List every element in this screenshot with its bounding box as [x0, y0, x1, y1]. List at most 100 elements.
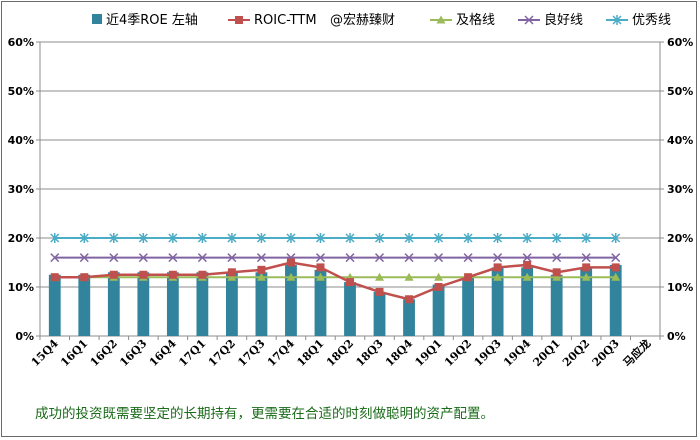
roic-point: [375, 287, 384, 296]
roe-bar: [166, 272, 179, 336]
excellent-point: [227, 233, 237, 243]
excellent-point: [79, 233, 89, 243]
y-tick-label-left: 40%: [8, 134, 34, 147]
roic-point: [434, 283, 443, 291]
watermark-label: @宏赫臻财: [330, 13, 395, 28]
x-tick-label: 20Q2: [560, 337, 592, 369]
good-point: [315, 253, 326, 263]
good-point: [522, 253, 532, 263]
y-tick-label-left: 60%: [8, 36, 34, 49]
caption-text: 成功的投资既需要坚定的长期持有，更需要在合适的时刻做聪明的资产配置。: [35, 406, 494, 422]
roe-bar: [196, 272, 209, 336]
good-point: [463, 253, 473, 263]
x-tick-label: 17Q3: [235, 337, 267, 369]
roic-point: [139, 270, 148, 279]
excellent-point: [493, 233, 503, 243]
roic-point: [168, 270, 177, 279]
excellent-point: [109, 233, 119, 243]
good-point: [611, 253, 621, 263]
x-tick-label: 16Q3: [117, 337, 149, 369]
author-label: 马应龙: [620, 336, 653, 369]
y-tick-label-left: 50%: [8, 85, 34, 98]
x-tick-label: 20Q3: [590, 337, 622, 369]
roic-line: [54, 261, 616, 301]
good-point: [374, 253, 385, 263]
roe-bar: [78, 274, 91, 336]
good-point: [345, 253, 355, 263]
legend-marker: [524, 15, 534, 25]
x-tick-label: 19Q4: [501, 337, 533, 369]
good-point: [168, 253, 178, 263]
pass-point: [286, 272, 296, 281]
pass-point: [256, 272, 266, 281]
y-tick-label-right: 0%: [667, 330, 686, 343]
roic-point: [464, 273, 473, 282]
excellent-point: [581, 233, 591, 243]
roe-bar: [373, 291, 386, 336]
x-tick-label: 17Q4: [265, 337, 297, 369]
excellent-point: [138, 233, 148, 243]
roe-bar: [314, 269, 327, 336]
excellent-point: [404, 233, 414, 243]
roic-point: [611, 263, 620, 272]
x-tick-label: 20Q1: [531, 337, 563, 369]
y-tick-label-left: 10%: [8, 281, 34, 294]
roic-point: [109, 270, 118, 279]
roe-bar: [521, 267, 534, 336]
x-tick-label: 19Q1: [412, 337, 444, 369]
excellent-point: [463, 233, 473, 243]
y-tick-label-left: 30%: [8, 183, 34, 196]
x-tick-label: 19Q2: [442, 337, 474, 369]
roic-point: [257, 265, 266, 274]
pass-point: [522, 272, 532, 281]
roic-point: [227, 268, 236, 277]
legend-label: 近4季ROE 左轴: [106, 13, 198, 28]
good-point: [79, 253, 89, 263]
roic-point: [582, 263, 591, 272]
good-point: [227, 253, 237, 263]
x-tick-label: 16Q2: [88, 337, 120, 369]
excellent-point: [315, 233, 326, 243]
x-tick-label: 16Q4: [147, 337, 179, 369]
x-tick-label: 18Q1: [294, 337, 326, 369]
roic-point: [523, 260, 532, 269]
roic-point: [198, 270, 207, 279]
roe-bar: [226, 272, 238, 336]
good-point: [581, 253, 591, 263]
pass-point: [611, 272, 621, 281]
good-point: [109, 253, 119, 263]
y-tick-label-right: 60%: [667, 36, 693, 49]
roic-point: [552, 268, 561, 277]
x-tick-label: 17Q1: [176, 337, 208, 369]
roe-bar: [462, 277, 474, 336]
x-tick-label: 19Q3: [472, 337, 504, 369]
legend-marker: [612, 15, 622, 25]
roic-point: [493, 263, 502, 272]
roic-point: [50, 273, 59, 282]
pass-point: [581, 272, 591, 281]
roe-bar: [344, 282, 356, 336]
roe-bar: [48, 274, 61, 336]
y-tick-label-right: 40%: [667, 134, 693, 147]
x-tick-label: 18Q2: [324, 337, 356, 369]
good-point: [552, 253, 562, 263]
roe-bar: [137, 272, 150, 336]
legend-label: ROIC-TTM: [254, 13, 317, 28]
good-point: [493, 253, 503, 263]
roe-bar: [580, 267, 593, 336]
good-point: [404, 253, 414, 263]
y-tick-label-right: 50%: [667, 85, 693, 98]
y-tick-label-right: 20%: [667, 232, 693, 245]
y-tick-label-right: 30%: [667, 183, 693, 196]
good-point: [138, 253, 148, 263]
legend-marker: [436, 15, 446, 24]
roic-point: [346, 278, 354, 287]
y-tick-label-left: 20%: [8, 232, 34, 245]
roe-bar: [403, 299, 415, 336]
legend-label: 优秀线: [632, 13, 671, 28]
x-tick-label: 16Q1: [58, 337, 90, 369]
excellent-point: [611, 233, 621, 243]
excellent-point: [286, 233, 296, 243]
y-tick-label-right: 10%: [667, 281, 693, 294]
roe-bar: [285, 264, 297, 336]
